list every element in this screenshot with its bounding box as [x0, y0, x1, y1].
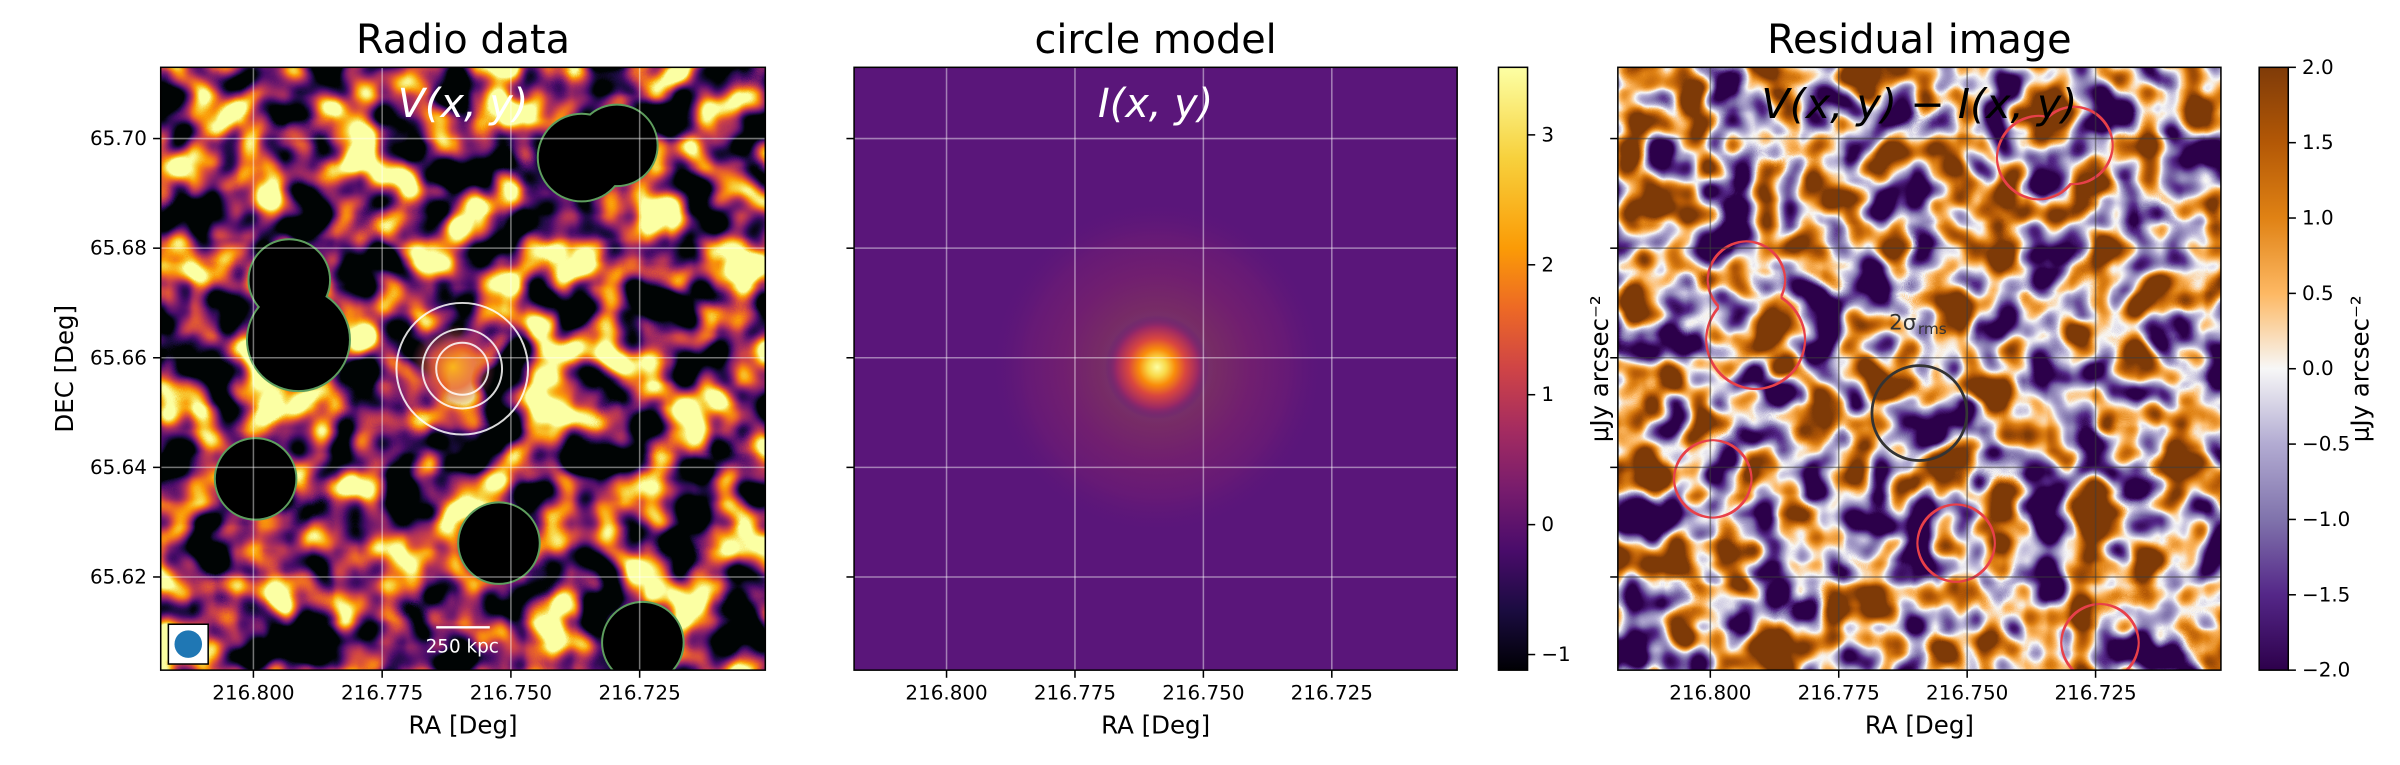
x-tick-label: 216.750 — [1926, 682, 2008, 705]
x-tick-label: 216.775 — [1034, 682, 1116, 705]
x-tick-label: 216.800 — [212, 682, 294, 705]
axes-frame — [1617, 66, 2222, 671]
colorbar-label: μJy arcsec⁻² — [1585, 295, 1614, 442]
x-tick-label: 216.750 — [470, 682, 552, 705]
colorbar-tick-label: 2 — [1541, 253, 1554, 276]
panel-title: circle model — [1034, 17, 1276, 63]
panel-title: Residual image — [1767, 17, 2071, 63]
annotation: V(x, y) — [398, 81, 529, 127]
colorbar-tick-label: −1.0 — [2302, 508, 2350, 531]
x-tick-label: 216.725 — [2054, 682, 2136, 705]
colorbar — [2258, 66, 2290, 671]
aperture — [421, 327, 504, 410]
colorbar — [1497, 66, 1529, 671]
plot-area — [160, 67, 766, 671]
circle-label: 2σ — [1889, 310, 1916, 335]
mask-region — [2034, 105, 2114, 186]
panel: 216.800 216.775 216.750 216.725 65.62 65.64 65… — [50, 17, 767, 740]
mask — [577, 105, 657, 186]
colorbar-tick-label: 2.0 — [2302, 56, 2334, 79]
colorbar-tick-label: 1 — [1541, 383, 1554, 406]
mask-region — [1916, 503, 1996, 583]
x-axis-label: RA [Deg] — [1101, 711, 1210, 740]
axes-frame — [853, 66, 1458, 671]
colorbar-tick-label: −1 — [1541, 643, 1570, 666]
mask — [215, 439, 296, 519]
x-tick-label: 216.775 — [341, 682, 423, 705]
image — [1617, 67, 2221, 671]
y-tick-label: 65.62 — [90, 565, 147, 588]
mask — [603, 602, 683, 671]
colorbar-tick-label: 1.0 — [2302, 207, 2334, 230]
annotation: V(x, y) − I(x, y) — [1761, 80, 2077, 128]
colorbar-tick-label: 0.5 — [2302, 282, 2334, 305]
panel-title: Radio data — [356, 17, 570, 63]
x-tick-label: 216.725 — [1291, 682, 1373, 705]
colorbar-tick-label: 0.0 — [2302, 357, 2334, 380]
circle-label-sub: rms — [1918, 320, 1947, 338]
x-axis-label: RA [Deg] — [408, 711, 517, 740]
panel: 216.800 216.775 216.750 216.725 Residual ima… — [1610, 17, 2375, 740]
plot-area — [1617, 67, 2221, 671]
mask-region — [2060, 602, 2140, 671]
y-axis-label: DEC [Deg] — [50, 305, 79, 433]
colorbar-tick-label: 3 — [1541, 123, 1554, 146]
y-tick-label: 65.70 — [90, 127, 147, 150]
masks — [213, 103, 685, 671]
y-tick-label: 65.64 — [90, 456, 147, 479]
scale-bar-label: 250 kpc — [426, 637, 499, 658]
mask — [247, 289, 349, 391]
x-tick-label: 216.800 — [905, 682, 987, 705]
colorbar-tick-label: −0.5 — [2302, 433, 2350, 456]
aperture — [435, 341, 490, 396]
mask-outlines — [1672, 105, 2140, 671]
x-tick-label: 216.725 — [599, 682, 681, 705]
colorbar-tick-label: 1.5 — [2302, 131, 2334, 154]
x-tick-label: 216.750 — [1162, 682, 1244, 705]
colorbar-tick-label: 0 — [1541, 513, 1554, 536]
panel: 216.800 216.775 216.750 216.725 circle model… — [846, 17, 1614, 740]
mask — [459, 503, 539, 583]
mask-region — [1705, 289, 1807, 391]
colorbar-label: μJy arcsec⁻² — [2346, 295, 2375, 442]
beam — [174, 630, 203, 658]
x-axis-label: RA [Deg] — [1865, 711, 1974, 740]
mask-region — [1672, 439, 1753, 519]
annotation: I(x, y) — [1098, 81, 1213, 127]
colorbar-tick-label: −2.0 — [2302, 659, 2350, 682]
plot-area — [854, 67, 1458, 671]
model-source — [1105, 315, 1210, 420]
x-tick-label: 216.775 — [1798, 682, 1880, 705]
colorbar-tick-label: −1.5 — [2302, 583, 2350, 606]
y-tick-label: 65.68 — [90, 237, 147, 260]
axes-frame — [159, 66, 767, 671]
y-tick-label: 65.66 — [90, 346, 147, 369]
aperture — [395, 301, 530, 436]
x-tick-label: 216.800 — [1669, 682, 1751, 705]
